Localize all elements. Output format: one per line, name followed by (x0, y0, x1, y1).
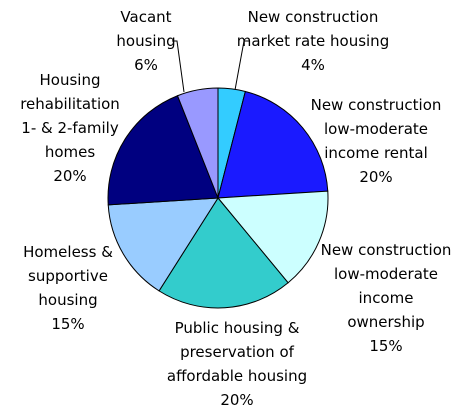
pie-slice (107, 95, 219, 206)
value-label: 20% (53, 167, 87, 185)
category-label: New construction market rate housing (236, 8, 390, 50)
category-label: Public housing & preservation of afforda… (166, 319, 308, 385)
value-label: 15% (51, 315, 85, 333)
pie-slice (216, 190, 329, 284)
category-label: Homeless & supportive housing (23, 243, 113, 309)
value-label: 6% (134, 56, 158, 74)
slice-label: New construction low-moderate income ren… (311, 93, 442, 189)
value-label: 20% (220, 391, 254, 409)
pie-slice (217, 90, 329, 199)
category-label: Vacant housing (116, 8, 176, 50)
value-label: 4% (301, 56, 325, 74)
category-label: New construction low-moderate income own… (320, 241, 452, 331)
leader-line (234, 40, 250, 91)
category-label: Housing rehabilitation 1- & 2-family hom… (20, 71, 120, 161)
leader-line (172, 40, 185, 93)
pie-slice (176, 87, 219, 199)
slice-label: Housing rehabilitation 1- & 2-family hom… (20, 68, 120, 188)
slice-label: New construction low-moderate income own… (321, 238, 452, 358)
slice-label: Vacant housing 6% (116, 5, 175, 77)
slice-label: Homeless & supportive housing 15% (23, 240, 113, 336)
pie-slice (158, 197, 289, 309)
pie-slice (107, 197, 219, 292)
value-label: 15% (369, 337, 403, 355)
value-label: 20% (359, 168, 393, 186)
category-label: New construction low-moderate income ren… (310, 96, 442, 162)
slice-label: New construction market rate housing 4% (237, 5, 389, 77)
slice-label: Public housing & preservation of afforda… (167, 316, 307, 412)
